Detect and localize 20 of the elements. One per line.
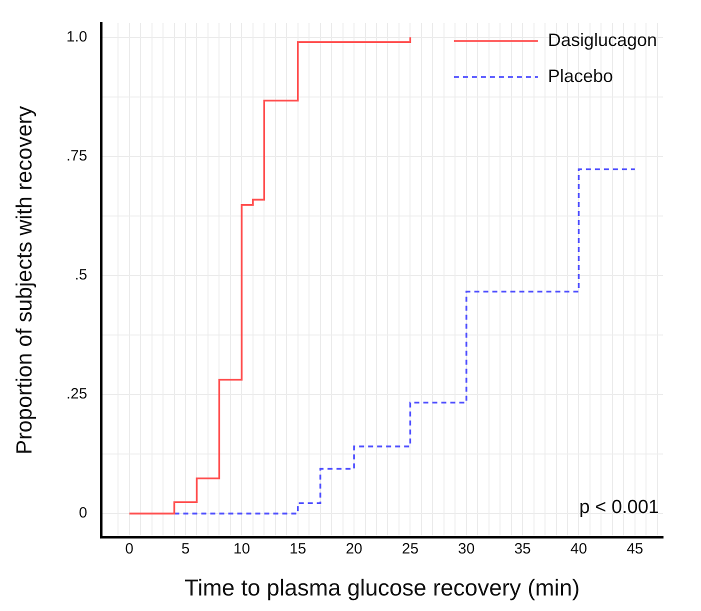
y-tick-label: 0	[78, 504, 88, 522]
x-tick-label: 20	[346, 540, 362, 558]
legend-label: Placebo	[548, 66, 613, 86]
y-tick-label: .75	[66, 148, 88, 165]
x-tick-label: 25	[402, 540, 419, 558]
legend-label: Dasiglucagon	[548, 30, 658, 50]
y-axis-title: Proportion of subjects with recovery	[11, 106, 36, 454]
annotation: p < 0.001	[579, 497, 659, 518]
x-tick-label: 45	[626, 540, 644, 558]
x-tick-label: 40	[570, 540, 588, 558]
y-tick-label: .5	[74, 266, 88, 284]
x-axis-title: Time to plasma glucose recovery (min)	[184, 574, 580, 601]
x-tick-label: 15	[290, 540, 306, 558]
x-tick-label: 30	[458, 540, 475, 558]
y-tick-label: 1.0	[66, 28, 88, 46]
x-tick-label: 10	[233, 540, 250, 558]
y-tick-label: .25	[66, 386, 88, 403]
x-tick-label: 5	[181, 540, 190, 558]
x-tick-label: 0	[125, 540, 134, 558]
x-tick-label: 35	[514, 540, 531, 558]
